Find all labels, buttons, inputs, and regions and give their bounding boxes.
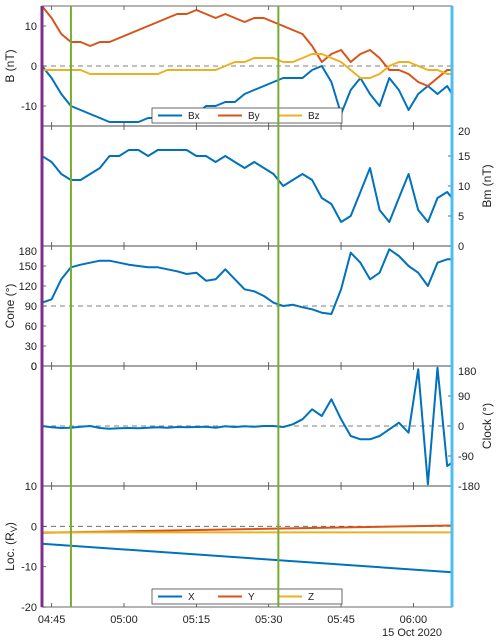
series-group — [42, 6, 452, 123]
legend-label-x: X — [188, 592, 195, 603]
panel-loc: -20 -10 0 Loc. (RV) X Y Z — [3, 485, 453, 614]
series-group — [42, 149, 452, 223]
y-tick-label: -90 — [458, 451, 474, 463]
series-group — [42, 366, 452, 486]
y-tick-label: 15 — [458, 151, 470, 163]
panel-bm: 0 5 10 15 20 Bm (nT) — [41, 125, 494, 253]
panel-clock: -180 -90 0 90 180 0 10 Clock (°) — [25, 361, 494, 493]
y-tick-label: 0 — [31, 61, 37, 73]
x-tick-label: 04:45 — [38, 614, 66, 626]
y-tick-label: 10 — [25, 21, 37, 33]
legend-label-y: Y — [248, 592, 255, 603]
panel-frame — [41, 245, 453, 367]
y-axis-label: Clock (°) — [480, 403, 494, 449]
y-tick-label: -180 — [458, 481, 480, 493]
legend-box — [151, 107, 343, 124]
y-tick-label: 20 — [458, 126, 470, 138]
legend: Bx By Bz — [151, 107, 343, 124]
y-axis-label-subscript: V — [9, 526, 19, 532]
y-tick-label: -10 — [21, 562, 37, 574]
y-tick-label: 90 — [25, 301, 37, 313]
y-tick-label: 60 — [25, 321, 37, 333]
series-line-bx — [42, 65, 452, 123]
panel-b: -10 0 10 B (nT) Bx By Bz — [3, 5, 453, 127]
legend-label-z: Z — [308, 592, 314, 603]
x-tick-label: 05:45 — [327, 614, 355, 626]
x-tick-label: 06:00 — [400, 614, 428, 626]
y-axis-label: Cone (°) — [3, 284, 17, 329]
x-tick-label: 05:00 — [110, 614, 138, 626]
y-tick-label: 0 — [458, 241, 464, 253]
panels: -10 0 10 B (nT) Bx By Bz 0 5 10 15 20 Bm (nT) 0 30 60 90… — [3, 5, 494, 626]
series-line-trace0 — [42, 366, 452, 486]
y-tick-label: -20 — [21, 602, 37, 614]
date-label: 15 Oct 2020 — [382, 627, 442, 639]
series-group — [42, 248, 452, 315]
y-tick-label: 0 — [458, 421, 464, 433]
y-tick-label: -10 — [21, 101, 37, 113]
legend-box — [151, 588, 343, 605]
y-tick-label: 5 — [458, 211, 464, 223]
series-line-x — [42, 542, 452, 574]
panel-cone: 0 30 60 90 120 150 180 Cone (°) — [3, 245, 453, 373]
series-group — [42, 524, 452, 574]
y-tick-label: 180 — [458, 366, 476, 378]
y-tick-label: 30 — [25, 341, 37, 353]
y-axis-label: Bm (nT) — [480, 164, 494, 207]
y-tick-label: 90 — [458, 391, 470, 403]
y-tick-label: 0 — [31, 361, 37, 373]
y-axis-label: B (nT) — [3, 49, 17, 82]
y-axis-label: Loc. (RV) — [3, 522, 19, 571]
y-tick-label: 120 — [19, 281, 37, 293]
legend-label-bx: Bx — [188, 111, 200, 122]
y-tick-label: 150 — [19, 261, 37, 273]
y-tick-label: 10 — [458, 181, 470, 193]
y-axis-label-end: ) — [3, 522, 17, 526]
legend: X Y Z — [151, 588, 343, 605]
y-tick-label: 0 — [31, 521, 37, 533]
series-line-bz — [42, 53, 452, 79]
y-tick-label-left: 0 — [31, 361, 37, 373]
x-tick-label: 05:15 — [183, 614, 211, 626]
legend-label-bz: Bz — [308, 111, 320, 122]
y-tick-label: 180 — [19, 246, 37, 258]
y-tick-label-left: 10 — [25, 481, 37, 493]
series-line-trace0 — [42, 149, 452, 223]
series-line-trace0 — [42, 248, 452, 315]
x-tick-label: 05:30 — [255, 614, 283, 626]
legend-label-by: By — [248, 111, 260, 122]
panel-frame — [41, 125, 453, 247]
